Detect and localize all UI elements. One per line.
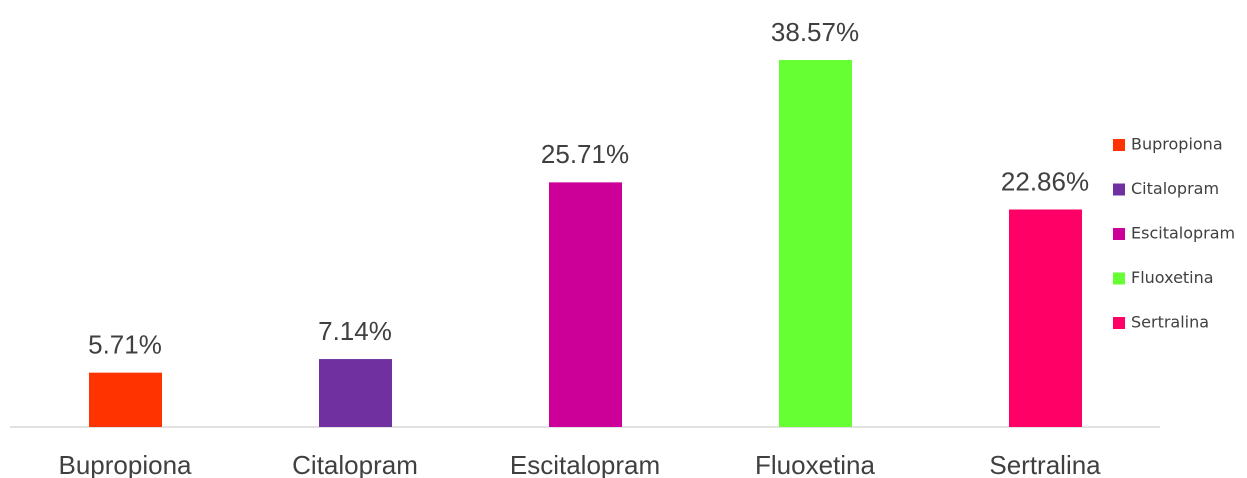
- data-label: 22.86%: [1001, 166, 1089, 196]
- bar: [779, 60, 852, 427]
- legend-label: Fluoxetina: [1131, 268, 1214, 287]
- data-label: 38.57%: [771, 17, 859, 47]
- bar: [1009, 209, 1082, 427]
- legend-label: Citalopram: [1131, 179, 1219, 198]
- legend-label: Bupropiona: [1131, 135, 1223, 154]
- legend-swatch: [1113, 317, 1125, 329]
- x-tick-label: Sertralina: [989, 450, 1101, 478]
- legend-swatch: [1113, 183, 1125, 196]
- bar: [319, 359, 392, 427]
- bar: [89, 372, 162, 427]
- data-label: 7.14%: [318, 316, 392, 346]
- bar: [549, 182, 622, 427]
- legend-label: Sertralina: [1131, 313, 1209, 332]
- x-tick-label: Citalopram: [292, 450, 418, 478]
- x-tick-label: Bupropiona: [59, 450, 193, 478]
- x-tick-label: Escitalopram: [510, 450, 660, 478]
- x-tick-label: Fluoxetina: [755, 450, 875, 478]
- legend-swatch: [1113, 228, 1125, 240]
- legend-label: Escitalopram: [1131, 224, 1235, 243]
- data-label: 25.71%: [541, 139, 629, 169]
- data-label: 5.71%: [88, 330, 162, 360]
- legend-swatch: [1113, 139, 1125, 151]
- legend-swatch: [1113, 272, 1125, 285]
